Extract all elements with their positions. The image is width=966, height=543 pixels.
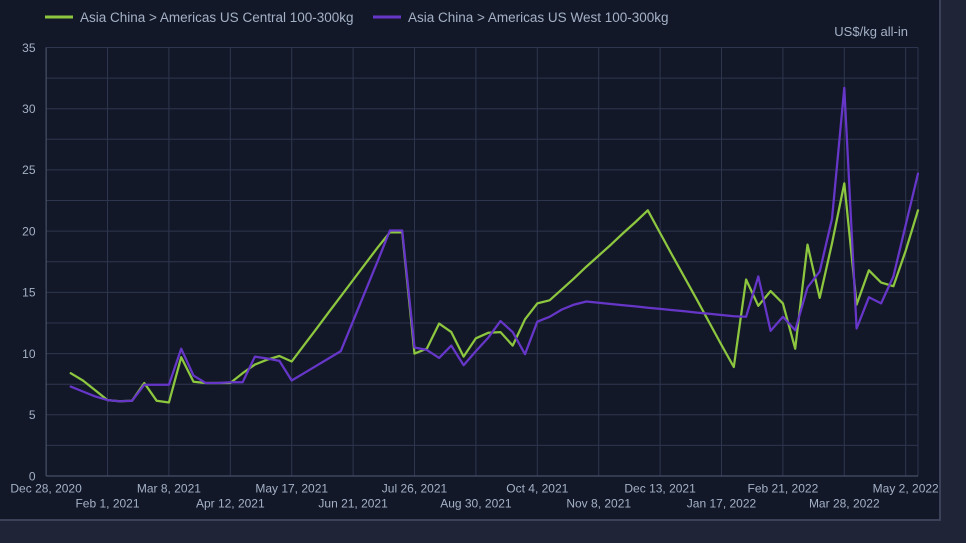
svg-text:20: 20: [22, 224, 36, 238]
svg-text:Mar 28, 2022: Mar 28, 2022: [809, 497, 880, 511]
svg-text:Feb 21, 2022: Feb 21, 2022: [748, 482, 819, 496]
svg-text:Jan 17, 2022: Jan 17, 2022: [687, 497, 757, 511]
svg-text:0: 0: [29, 469, 36, 483]
svg-text:Jul 26, 2021: Jul 26, 2021: [382, 482, 448, 496]
svg-text:25: 25: [22, 163, 36, 177]
svg-text:35: 35: [22, 41, 36, 55]
svg-text:15: 15: [22, 286, 36, 300]
svg-text:Asia China > Americas US West: Asia China > Americas US West 100-300kg: [408, 10, 669, 25]
svg-text:Nov 8, 2021: Nov 8, 2021: [566, 497, 631, 511]
svg-text:Mar 8, 2021: Mar 8, 2021: [137, 482, 201, 496]
svg-text:May 2, 2022: May 2, 2022: [873, 482, 939, 496]
svg-text:30: 30: [22, 102, 36, 116]
svg-text:Dec 28, 2020: Dec 28, 2020: [10, 482, 82, 496]
svg-text:Jun 21, 2021: Jun 21, 2021: [318, 497, 388, 511]
svg-text:5: 5: [29, 408, 36, 422]
svg-text:Apr 12, 2021: Apr 12, 2021: [196, 497, 265, 511]
svg-text:Dec 13, 2021: Dec 13, 2021: [624, 482, 696, 496]
svg-text:Aug 30, 2021: Aug 30, 2021: [440, 497, 512, 511]
svg-text:Asia China > Americas US Centr: Asia China > Americas US Central 100-300…: [80, 10, 354, 25]
svg-text:10: 10: [22, 347, 36, 361]
svg-text:US$/kg all-in: US$/kg all-in: [834, 24, 908, 39]
svg-text:Oct 4, 2021: Oct 4, 2021: [506, 482, 568, 496]
svg-text:Feb 1, 2021: Feb 1, 2021: [75, 497, 139, 511]
svg-text:May 17, 2021: May 17, 2021: [255, 482, 328, 496]
